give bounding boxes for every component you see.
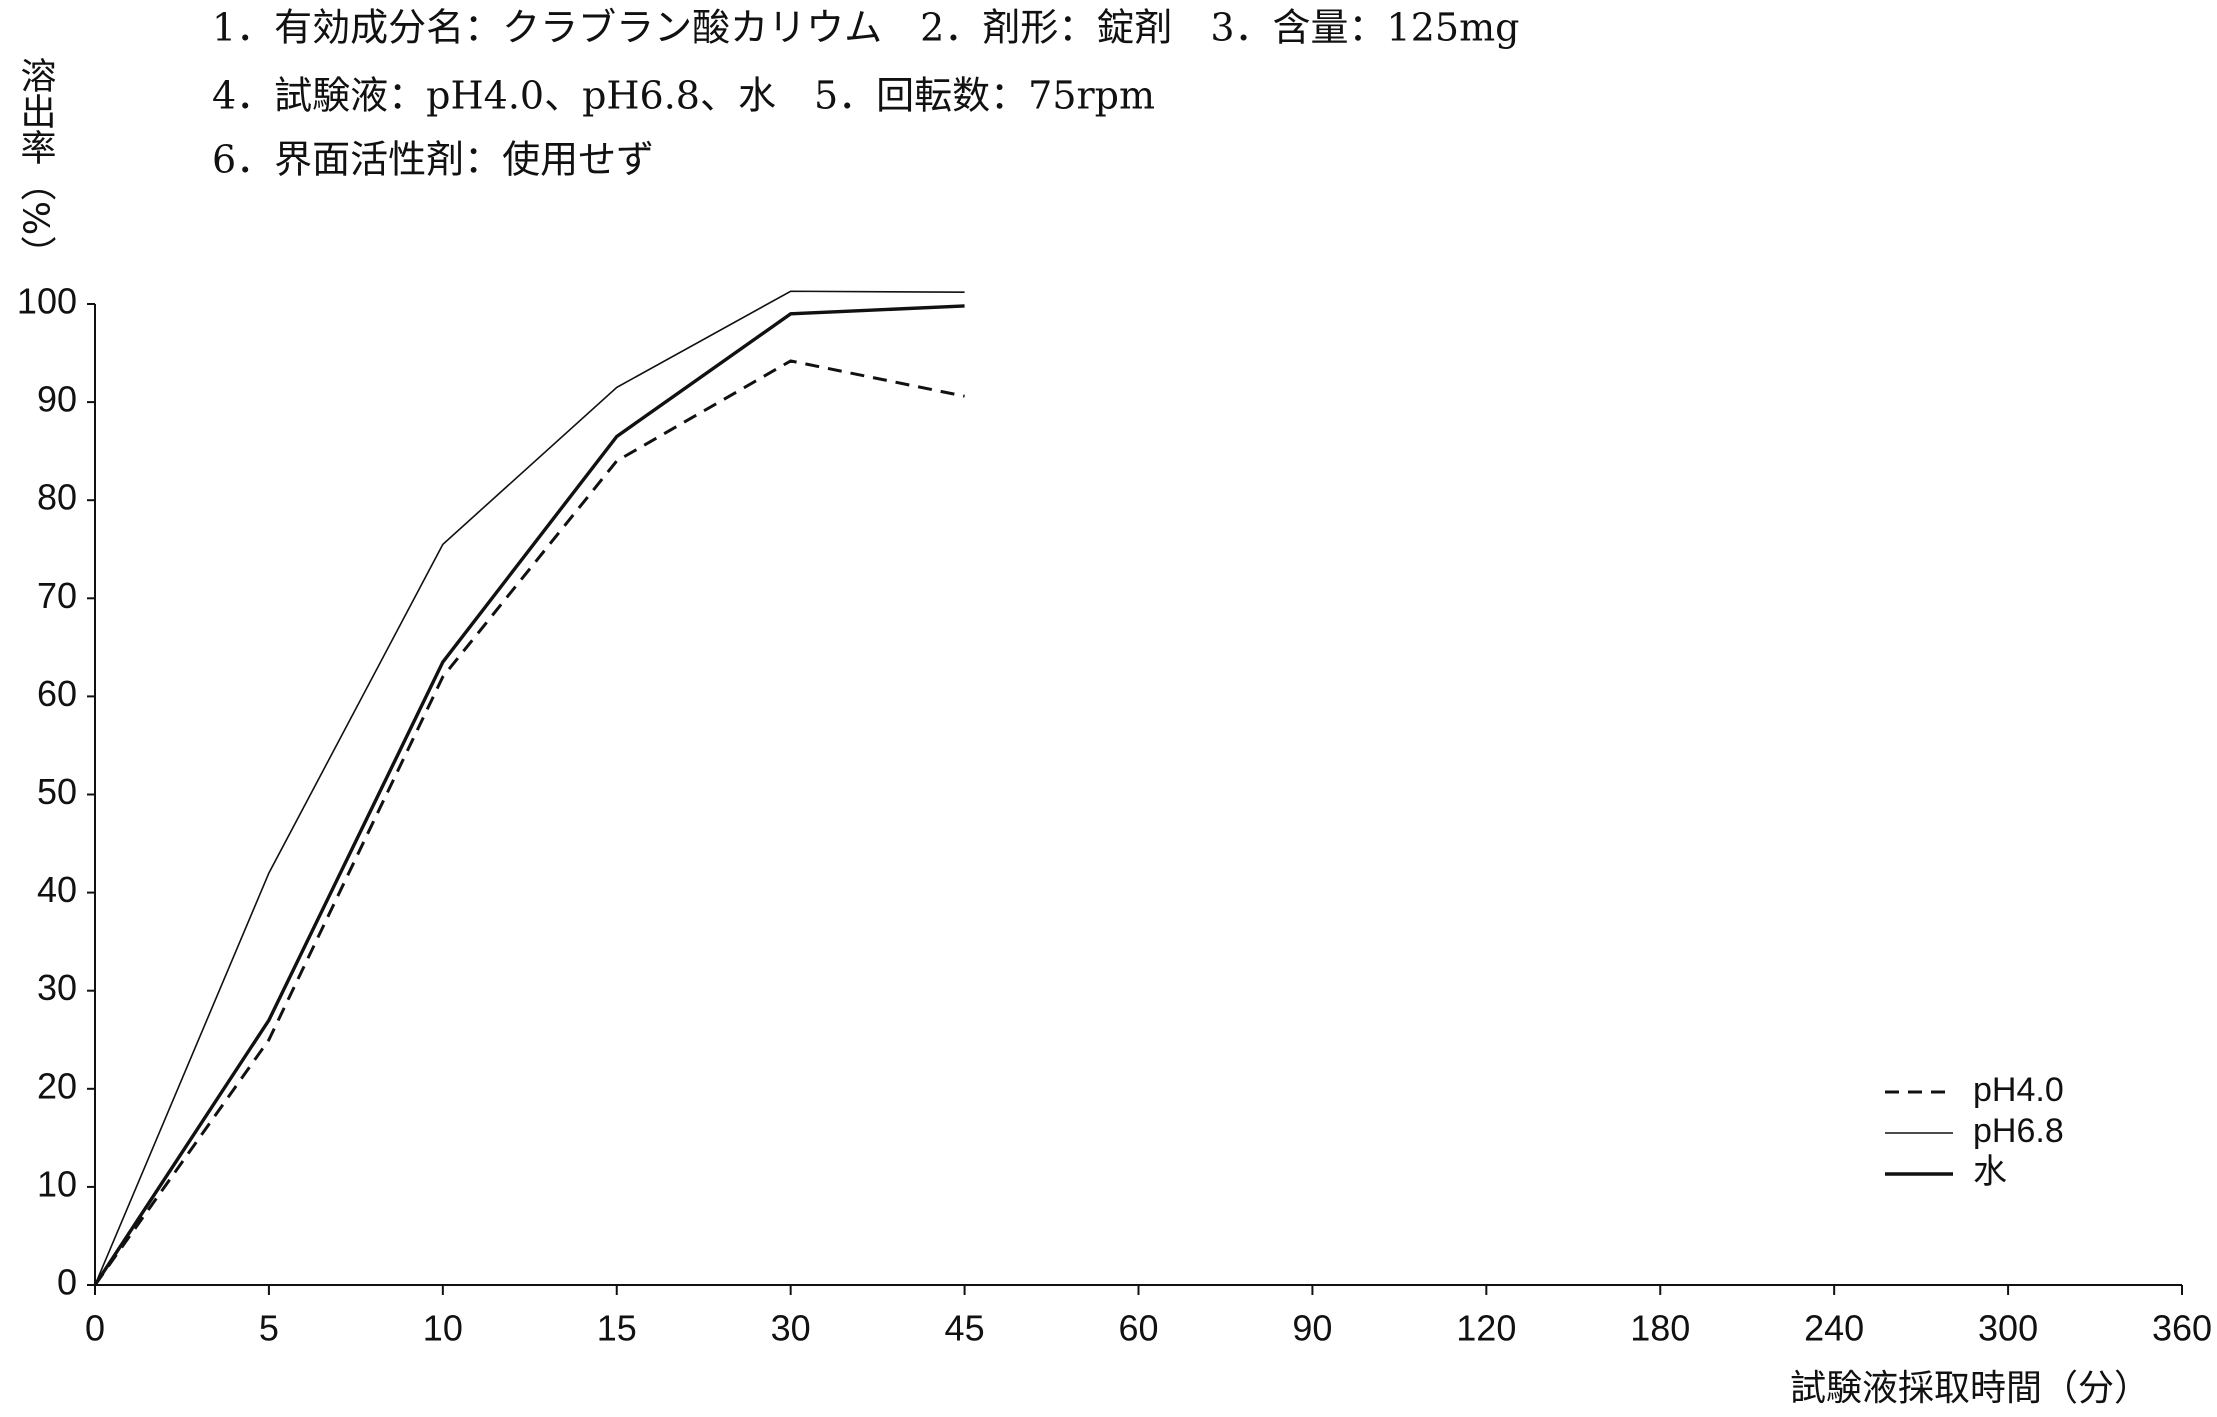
x-tick-label: 240 [1804, 1308, 1864, 1349]
legend-label: 水 [1973, 1153, 2007, 1191]
x-tick-label: 60 [1118, 1308, 1158, 1349]
y-tick-label: 90 [37, 379, 77, 420]
x-tick-label: 30 [771, 1308, 811, 1349]
x-tick-label: 10 [423, 1308, 463, 1349]
title-line: 1．有効成分名：クラブラン酸カリウム 2．剤形：錠剤 3．含量：125mg [212, 6, 1519, 50]
y-tick-label: 10 [37, 1163, 77, 1204]
x-tick-label: 5 [259, 1308, 279, 1349]
title-line: 6．界面活性剤：使用せず [212, 138, 654, 182]
x-tick-label: 90 [1292, 1308, 1332, 1349]
y-tick-label: 40 [37, 869, 77, 910]
legend-label: pH4.0 [1973, 1071, 2064, 1109]
title-line: 4．試験液：pH4.0、pH6.8、水 5．回転数：75rpm [212, 74, 1155, 118]
x-tick-label: 360 [2152, 1308, 2212, 1349]
y-tick-label: 60 [37, 673, 77, 714]
x-tick-label: 180 [1630, 1308, 1690, 1349]
series-line [93, 359, 965, 1286]
y-tick-label: 50 [37, 771, 77, 812]
x-axis-label: 試験液採取時間（分） [1790, 1368, 2150, 1409]
x-tick-label: 15 [597, 1308, 637, 1349]
x-tick-label: 120 [1456, 1308, 1516, 1349]
legend-label: pH6.8 [1973, 1112, 2064, 1150]
y-tick-label: 0 [57, 1262, 77, 1303]
series-line [94, 290, 965, 1286]
x-tick-label: 0 [85, 1308, 105, 1349]
x-tick-label: 300 [1978, 1308, 2038, 1349]
series-line [93, 304, 965, 1286]
y-tick-label: 100 [17, 281, 77, 322]
y-tick-label: 30 [37, 967, 77, 1008]
x-tick-label: 45 [945, 1308, 985, 1349]
y-tick-label: 80 [37, 477, 77, 518]
y-axis-label: 溶出率（%） [15, 57, 57, 272]
y-tick-label: 70 [37, 575, 77, 616]
y-tick-label: 20 [37, 1065, 77, 1106]
